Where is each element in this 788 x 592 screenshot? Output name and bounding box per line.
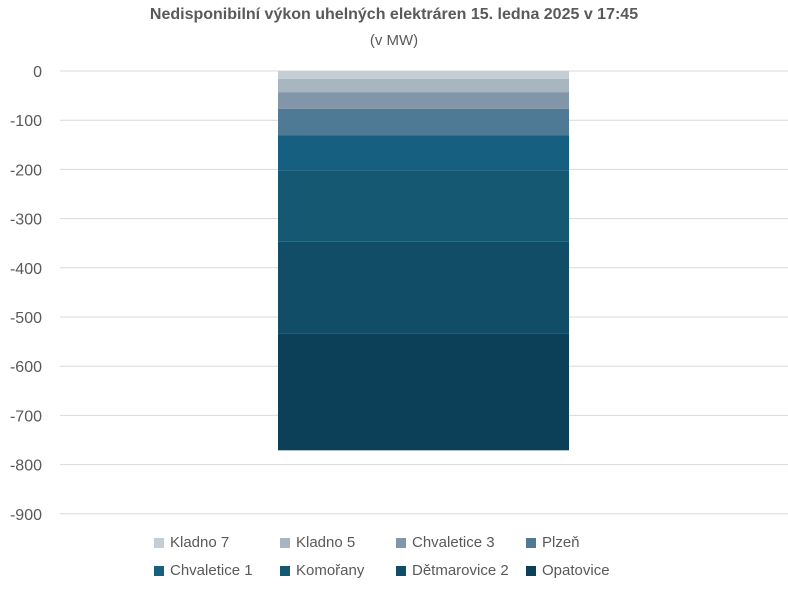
y-tick-label: -700 xyxy=(10,408,42,425)
legend-item: Dětmarovice 2 xyxy=(396,562,509,579)
y-tick-label: -300 xyxy=(10,212,42,229)
legend-label: Chvaletice 3 xyxy=(412,534,495,551)
legend-label: Kladno 5 xyxy=(296,534,356,551)
legend-item: Chvaletice 3 xyxy=(396,534,495,551)
legend-swatch xyxy=(526,565,536,576)
legend-swatch xyxy=(526,537,536,548)
y-tick-label: -200 xyxy=(10,162,42,179)
legend-label: Komořany xyxy=(296,562,365,579)
legend-item: Chvaletice 1 xyxy=(154,562,253,579)
bar-segment-4 xyxy=(278,108,569,136)
bar-segment-3 xyxy=(278,92,569,109)
y-tick-label: -400 xyxy=(10,261,42,278)
legend-item: Plzeň xyxy=(526,534,580,551)
legend-swatch xyxy=(396,537,406,548)
legend-swatch xyxy=(280,565,290,576)
y-tick-label: -500 xyxy=(10,310,42,327)
legend-swatch xyxy=(154,565,164,576)
bar-segment-7 xyxy=(278,241,569,334)
y-tick-label: -600 xyxy=(10,359,42,376)
y-tick-label: -100 xyxy=(10,113,42,130)
y-tick-label: -900 xyxy=(10,507,42,524)
bar-segment-6 xyxy=(278,170,569,242)
legend-label: Opatovice xyxy=(542,562,610,579)
legend-item: Kladno 5 xyxy=(280,534,355,551)
chart-subtitle: (v MW) xyxy=(369,32,419,49)
legend-swatch xyxy=(396,565,406,576)
bar-segment-8 xyxy=(278,333,569,451)
bar-segment-1 xyxy=(278,71,569,79)
legend-item: Kladno 7 xyxy=(154,534,229,551)
legend-swatch xyxy=(154,537,164,548)
legend-item: Opatovice xyxy=(526,562,610,579)
bar-segment-5 xyxy=(278,135,569,171)
chart-title: Nedisponibilní výkon uhelných elektráren… xyxy=(149,6,639,23)
legend-label: Plzeň xyxy=(542,534,580,551)
legend-swatch xyxy=(280,537,290,548)
legend-item: Komořany xyxy=(280,562,364,579)
bar-segment-2 xyxy=(278,78,569,93)
legend-label: Chvaletice 1 xyxy=(170,562,253,579)
legend-label: Dětmarovice 2 xyxy=(412,562,509,579)
y-tick-label: -800 xyxy=(10,458,42,475)
y-tick-label: 0 xyxy=(33,64,42,81)
legend-label: Kladno 7 xyxy=(170,534,230,551)
